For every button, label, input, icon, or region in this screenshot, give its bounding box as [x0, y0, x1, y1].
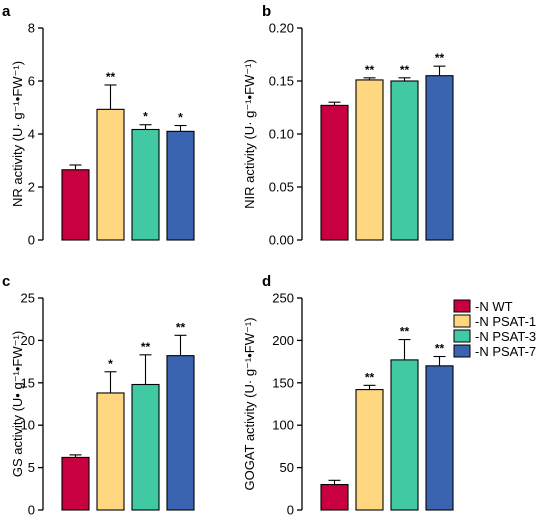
legend-label: -N WT [475, 299, 513, 314]
significance-mark: ** [400, 325, 410, 339]
bar-psat7 [166, 355, 195, 511]
y-tick-label: 10 [21, 418, 35, 433]
y-tick-label: 150 [272, 375, 294, 390]
panel-d: d 0 50 100 150 200 250 GOGAT activity (U· g⁻¹•F… [242, 273, 454, 518]
legend-label: -N PSAT-1 [475, 314, 536, 329]
y-tick-label: 100 [272, 418, 294, 433]
y-tick-label: 15 [21, 375, 35, 390]
y-tick-label: 20 [21, 333, 35, 348]
y-axis-label: NR activity (U· g⁻¹•FW⁻¹) [10, 61, 25, 207]
bar-psat7 [425, 365, 454, 511]
significance-mark: ** [141, 340, 151, 354]
bar-psat7 [425, 75, 454, 241]
y-tick-label: 50 [280, 460, 294, 475]
y-axis-label: GOGAT activity (U· g⁻¹•FW⁻¹) [242, 317, 257, 490]
significance-mark: ** [435, 51, 445, 65]
y-tick-label: 0.05 [269, 180, 294, 195]
legend-swatch-psat3 [453, 329, 471, 343]
significance-mark: ** [106, 70, 116, 84]
y-tick-label: 0.10 [269, 127, 294, 142]
bar-wt [320, 484, 349, 511]
y-tick-label: 25 [21, 291, 35, 306]
y-axis-label: NIR activity (U· g⁻¹•FW⁻¹) [242, 59, 257, 209]
legend-swatch-wt [453, 299, 471, 313]
legend-label: -N PSAT-7 [475, 344, 536, 359]
y-tick-label: 6 [28, 74, 35, 89]
bar-psat1 [96, 392, 125, 511]
panel-b: b 0.00 0.05 0.10 0.15 0.20 NIR activity (U· g⁻… [242, 3, 454, 248]
panel-letter: d [262, 273, 271, 290]
bar-psat3 [131, 383, 160, 511]
y-tick-label: 0 [28, 233, 35, 248]
bar-wt [320, 104, 349, 241]
y-tick-label: 200 [272, 333, 294, 348]
y-tick-label: 0.00 [269, 233, 294, 248]
y-tick-label: 4 [28, 127, 35, 142]
significance-mark: ** [365, 63, 375, 77]
legend: -N WT-N PSAT-1-N PSAT-3-N PSAT-7 [453, 299, 536, 359]
bar-psat3 [131, 128, 160, 241]
significance-mark: * [178, 111, 183, 125]
legend-swatch-psat7 [453, 344, 471, 358]
significance-mark: ** [176, 320, 186, 334]
y-axis-label: GS activity (U• g⁻¹•FW⁻¹) [10, 331, 25, 477]
panel-letter: b [262, 3, 271, 20]
bar-psat1 [96, 108, 125, 241]
bar-psat3 [390, 359, 419, 511]
significance-mark: * [108, 357, 113, 371]
panel-letter: c [2, 273, 10, 290]
y-tick-label: 250 [272, 291, 294, 306]
significance-mark: ** [365, 370, 375, 384]
y-tick-label: 0 [287, 503, 294, 518]
legend-label: -N PSAT-3 [475, 329, 536, 344]
legend-swatch-psat1 [453, 314, 471, 328]
significance-mark: ** [435, 342, 445, 356]
y-tick-label: 5 [28, 460, 35, 475]
y-tick-label: 0.20 [269, 21, 294, 36]
significance-mark: ** [400, 63, 410, 77]
panel-letter: a [2, 3, 11, 20]
bar-wt [61, 456, 90, 511]
bar-psat7 [166, 130, 195, 241]
y-tick-label: 2 [28, 180, 35, 195]
y-tick-label: 0 [28, 503, 35, 518]
bar-wt [61, 169, 90, 241]
y-tick-label: 0.15 [269, 74, 294, 89]
y-tick-label: 8 [28, 21, 35, 36]
bar-psat3 [390, 80, 419, 241]
significance-mark: * [143, 110, 148, 124]
bar-psat1 [355, 79, 384, 241]
bar-psat1 [355, 389, 384, 511]
